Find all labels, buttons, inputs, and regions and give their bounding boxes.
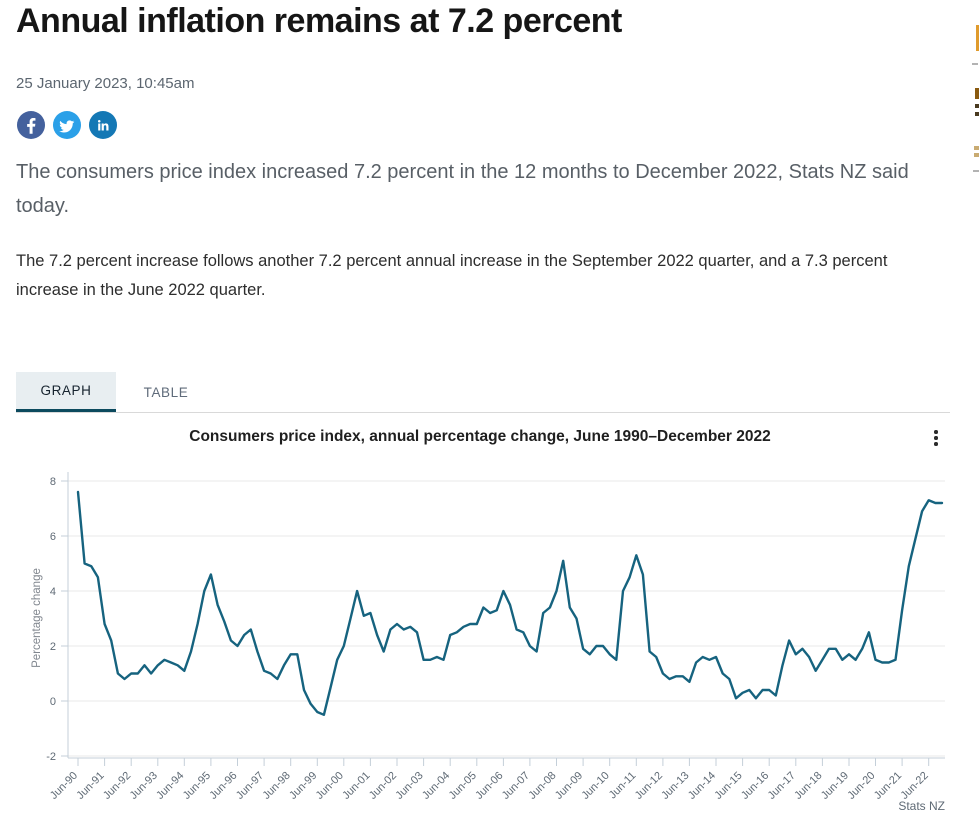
svg-text:Jun-06: Jun-06: [473, 770, 505, 802]
svg-text:Jun-22: Jun-22: [899, 770, 931, 802]
right-rail-accent-bar: [976, 25, 979, 51]
svg-text:Jun-97: Jun-97: [234, 770, 266, 802]
svg-text:Jun-04: Jun-04: [420, 770, 452, 802]
svg-text:Jun-18: Jun-18: [792, 770, 824, 802]
svg-text:Jun-05: Jun-05: [447, 770, 479, 802]
page-title: Annual inflation remains at 7.2 percent: [16, 2, 622, 40]
svg-text:Jun-95: Jun-95: [181, 770, 213, 802]
tab-table[interactable]: TABLE: [116, 372, 216, 412]
svg-text:Jun-17: Jun-17: [766, 770, 798, 802]
svg-text:Jun-11: Jun-11: [607, 770, 639, 802]
right-rail-fragment: [972, 63, 978, 65]
svg-text:Jun-90: Jun-90: [48, 770, 80, 802]
svg-text:Jun-20: Jun-20: [845, 770, 877, 802]
right-rail-fragment: [974, 153, 979, 157]
svg-text:2: 2: [50, 641, 56, 653]
svg-text:Jun-98: Jun-98: [261, 770, 293, 802]
cpi-line-chart: 86420-2Jun-90Jun-91Jun-92Jun-93Jun-94Jun…: [31, 472, 945, 813]
svg-text:6: 6: [50, 531, 56, 543]
svg-text:Jun-19: Jun-19: [819, 770, 851, 802]
right-rail-fragment: [974, 146, 979, 150]
facebook-share-button[interactable]: [17, 111, 45, 139]
twitter-share-button[interactable]: [53, 111, 81, 139]
svg-text:Jun-93: Jun-93: [128, 770, 160, 802]
svg-text:4: 4: [50, 586, 56, 598]
svg-text:Percentage change: Percentage change: [31, 568, 43, 668]
chart-title: Consumers price index, annual percentage…: [189, 428, 771, 445]
svg-text:Jun-99: Jun-99: [287, 770, 319, 802]
body-paragraph: The 7.2 percent increase follows another…: [16, 252, 888, 300]
svg-text:0: 0: [50, 696, 56, 708]
svg-text:Jun-15: Jun-15: [712, 770, 744, 802]
tab-graph[interactable]: GRAPH: [16, 372, 116, 412]
right-rail-fragment: [975, 104, 979, 108]
right-rail-fragment: [975, 112, 979, 116]
svg-text:Jun-21: Jun-21: [872, 770, 904, 802]
svg-text:Stats NZ: Stats NZ: [898, 799, 945, 813]
kebab-menu-icon[interactable]: [928, 427, 944, 449]
svg-text:Jun-12: Jun-12: [633, 770, 665, 802]
svg-text:Jun-03: Jun-03: [393, 770, 425, 802]
svg-text:Jun-92: Jun-92: [101, 770, 133, 802]
svg-text:Jun-00: Jun-00: [314, 770, 346, 802]
svg-text:Jun-91: Jun-91: [74, 770, 106, 802]
svg-text:Jun-13: Jun-13: [659, 770, 691, 802]
svg-text:8: 8: [50, 476, 56, 488]
svg-text:-2: -2: [46, 751, 56, 763]
linkedin-share-button[interactable]: [89, 111, 117, 139]
twitter-icon: [53, 111, 81, 139]
right-rail-fragment: [975, 88, 979, 99]
svg-text:Jun-10: Jun-10: [580, 770, 612, 802]
svg-text:Jun-94: Jun-94: [154, 770, 186, 802]
svg-text:Jun-01: Jun-01: [340, 770, 372, 802]
svg-text:Jun-02: Jun-02: [367, 770, 399, 802]
publish-date: 25 January 2023, 10:45am: [16, 75, 195, 92]
svg-text:Jun-09: Jun-09: [553, 770, 585, 802]
lead-paragraph: The consumers price index increased 7.2 …: [16, 161, 909, 217]
svg-text:Jun-07: Jun-07: [500, 770, 532, 802]
svg-text:Jun-16: Jun-16: [739, 770, 771, 802]
chart-table-tabs: GRAPH TABLE: [16, 372, 950, 413]
facebook-icon: [17, 111, 45, 139]
linkedin-icon: [89, 111, 117, 139]
social-share-row: [17, 111, 117, 139]
svg-text:Jun-08: Jun-08: [526, 770, 558, 802]
svg-text:Jun-96: Jun-96: [207, 770, 239, 802]
svg-text:Jun-14: Jun-14: [686, 770, 718, 802]
right-rail-fragment: [973, 170, 979, 172]
